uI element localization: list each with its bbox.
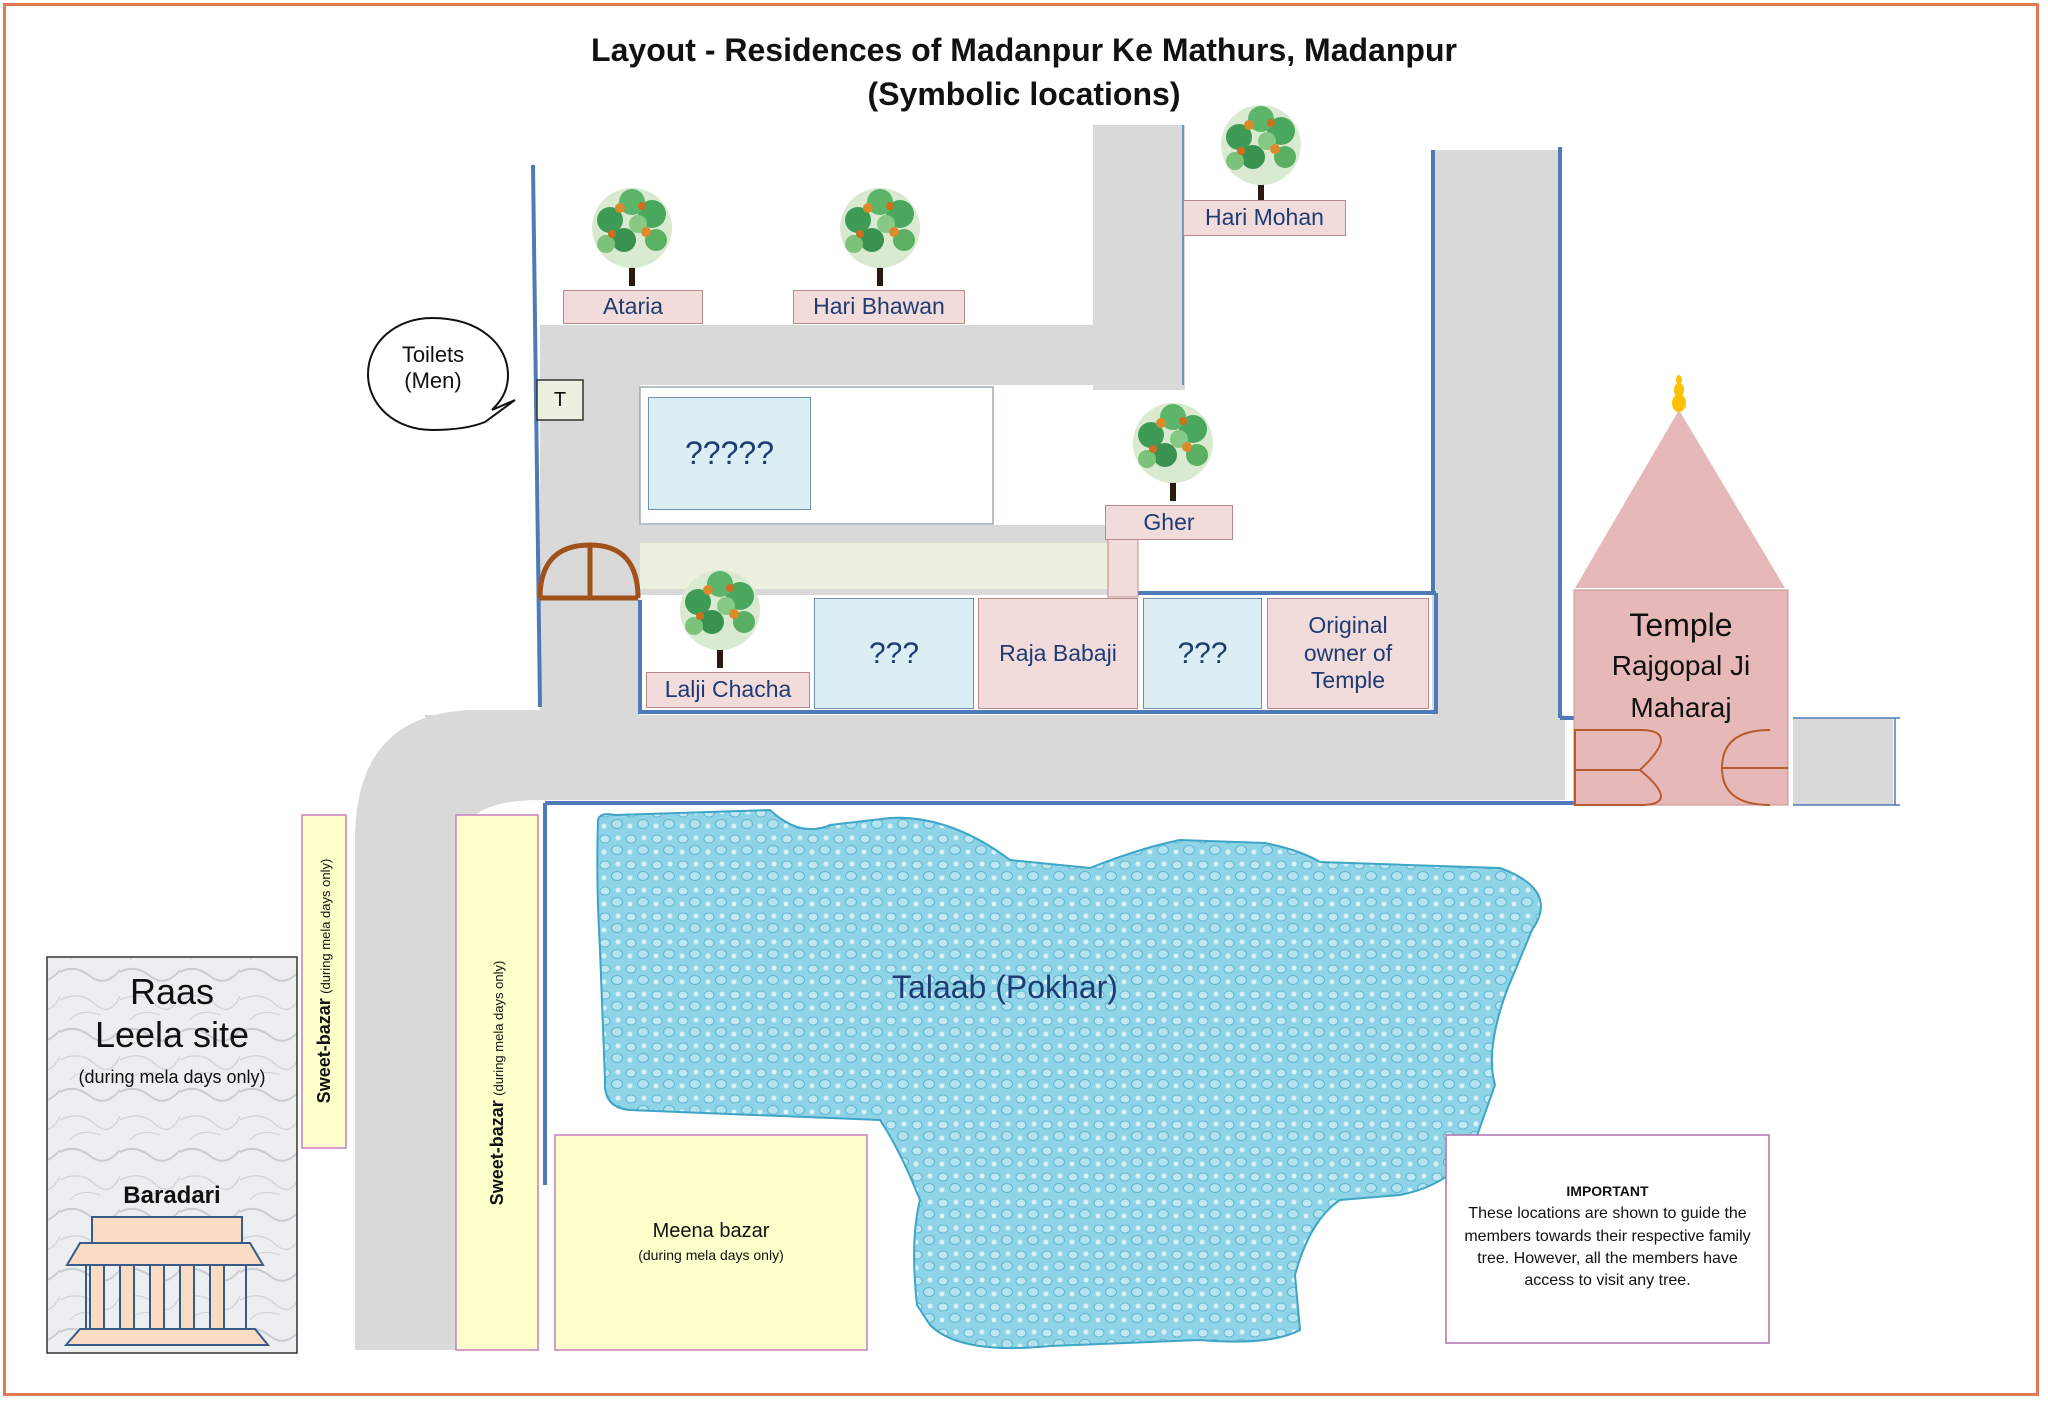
label-ataria[interactable]: Ataria [563, 290, 703, 324]
road-upper-right-vertical [1093, 125, 1185, 390]
meena-bazar-area [554, 1134, 868, 1351]
tree-icon-lalji-chacha [678, 568, 762, 670]
toilets-bubble [366, 316, 516, 432]
gate-arch-icon [537, 542, 641, 601]
label-unknown-house-2[interactable]: ??? [1143, 598, 1262, 709]
road-bend [355, 710, 540, 1350]
sweet-bazar-right-label: Sweet-bazar (during mela days only) [482, 933, 512, 1233]
road-right-vertical [1432, 150, 1560, 800]
label-unknown-block[interactable]: ????? [648, 397, 811, 510]
gher-connector [1107, 536, 1139, 598]
temple-icon [1573, 375, 1789, 806]
label-original-owner-of-temple[interactable]: Original owner of Temple [1267, 598, 1429, 709]
label-hari-mohan[interactable]: Hari Mohan [1183, 200, 1346, 236]
page-subtitle: (Symbolic locations) [867, 76, 1181, 112]
baradari-icon [63, 1216, 271, 1346]
label-raja-babaji[interactable]: Raja Babaji [978, 598, 1138, 709]
label-gher[interactable]: Gher [1105, 505, 1233, 540]
temple-deity-line-1: Rajgopal Ji [1611, 650, 1751, 682]
important-body: These locations are shown to guide the m… [1464, 1205, 1751, 1290]
important-box [1445, 1134, 1770, 1344]
boundary-walls [531, 147, 1574, 1185]
baradari-label: Baradari [123, 1181, 221, 1209]
sweet-bazar-left-label: Sweet-bazar (during mela days only) [309, 831, 339, 1131]
temple-label[interactable]: Temple [1629, 606, 1733, 643]
road-main-horizontal [425, 715, 1565, 800]
important-heading: IMPORTANT [1566, 1182, 1649, 1199]
meena-bazar-note: (during mela days only) [638, 1246, 784, 1263]
sweet-bazar-right-note: (during mela days only) [491, 960, 506, 1096]
raas-leela-site-area [46, 956, 298, 1354]
label-lalji-chacha[interactable]: Lalji Chacha [646, 672, 810, 708]
toilets-label: Toilets (Men) [401, 341, 465, 393]
sweet-bazar-left-name: Sweet-bazar [314, 998, 334, 1104]
sweet-bazar-left-note: (during mela days only) [318, 858, 333, 994]
meena-bazar-label[interactable]: Meena bazar [652, 1220, 770, 1242]
road-temple-right [1793, 718, 1893, 805]
label-unknown-house-1[interactable]: ??? [814, 598, 974, 709]
tree-icon-hari-mohan [1219, 103, 1303, 205]
temple-deity-line-2: Maharaj [1630, 692, 1732, 724]
sweet-bazar-right-name: Sweet-bazar [487, 1100, 507, 1206]
sweet-bazar-area-right [455, 814, 539, 1351]
raas-leela-site-label[interactable]: Raas Leela site [94, 970, 250, 1055]
tree-icon-gher [1131, 401, 1215, 503]
tree-icon-ataria [590, 186, 674, 288]
raas-leela-note: (during mela days only) [78, 1067, 266, 1088]
label-hari-bhawan[interactable]: Hari Bhawan [793, 290, 965, 324]
page-title: Layout - Residences of Madanpur Ke Mathu… [591, 32, 1457, 68]
page-border [3, 3, 2039, 1396]
pond-label[interactable]: Talaab (Pokhar) [892, 968, 1118, 1005]
toilet-marker-box [536, 379, 584, 421]
pond-shape [596, 808, 1542, 1350]
toilet-marker[interactable]: T [553, 389, 567, 411]
tree-icon-hari-bhawan [838, 186, 922, 288]
sweet-bazar-area-left [301, 814, 347, 1149]
